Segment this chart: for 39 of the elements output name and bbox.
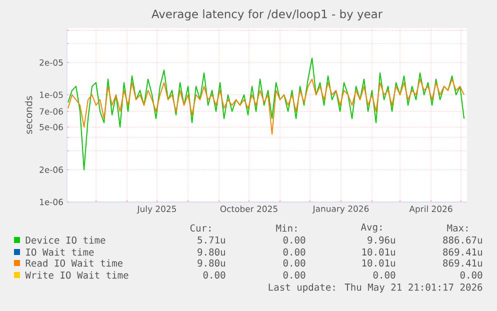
text: 0.00	[283, 271, 306, 279]
text: Avg:	[360, 223, 382, 233]
text: 886.67u	[443, 236, 482, 244]
x-tick-label: April 2026	[409, 206, 452, 214]
text: 869.41u	[443, 248, 482, 256]
y-tick-label: 1e-05	[40, 92, 63, 98]
text: Min:	[276, 224, 296, 232]
x-tick-label: July 2025	[136, 206, 176, 214]
legend-label: Device IO time	[26, 236, 106, 244]
text: 9.80u	[198, 259, 225, 267]
text: 10.01u	[362, 248, 395, 256]
line-series	[68, 78, 465, 135]
y-tick-label: 5e-06	[40, 124, 63, 130]
y-tick-label: 1e-06	[40, 198, 63, 206]
chart-title: Average latency for /dev/loop1 - by year	[152, 9, 383, 20]
text: 9.80u	[198, 248, 225, 256]
text: Max:	[447, 224, 468, 232]
text: 10.01u	[362, 259, 395, 267]
text: 9.96u	[368, 236, 395, 244]
text: 5.71u	[198, 236, 225, 244]
text: 869.41u	[443, 259, 482, 267]
legend-label: IO Wait time	[26, 248, 94, 256]
y-tick-label: 2e-05	[40, 59, 63, 66]
text: 0.00	[283, 248, 306, 256]
x-tick-label: January 2026	[312, 206, 369, 214]
line-series	[68, 58, 465, 170]
text: 0.00	[373, 271, 396, 279]
y-tick-label: 2e-06	[40, 166, 63, 173]
legend-label: Write IO Wait time	[25, 271, 128, 279]
y-axis-title: seconds	[24, 96, 32, 134]
text: 0.00	[283, 236, 306, 244]
text: 0.00	[460, 271, 482, 279]
text: Last update: Thu May 21 21:01:17 2026	[268, 283, 482, 293]
text: Cur:	[190, 224, 210, 232]
legend-label: Read IO Wait time	[26, 259, 123, 267]
text: 0.00	[203, 271, 226, 279]
x-tick-label: October 2025	[220, 206, 278, 212]
text: 0.00	[283, 259, 306, 267]
y-tick-label: 7e-06	[40, 108, 63, 115]
